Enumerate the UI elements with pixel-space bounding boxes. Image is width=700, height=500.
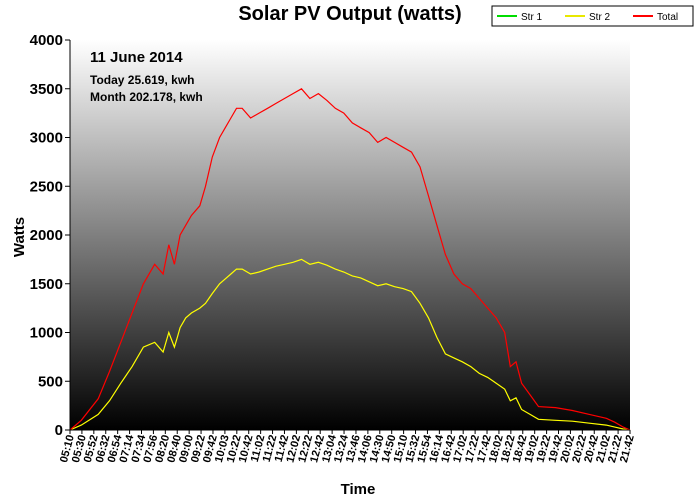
y-tick-label: 500 [38,373,63,390]
y-axis-label: Watts [11,217,28,257]
series-line-total [69,88,631,431]
y-tick-label: 1000 [30,325,63,342]
y-tick-label: 1500 [30,276,63,293]
y-tick-label: 3000 [30,130,63,147]
plot-area [70,40,630,430]
legend-label-str2: Str 2 [589,12,611,23]
chart-title: Solar PV Output (watts) [238,3,461,25]
legend-box [491,5,694,27]
month-energy-annotation: Month 202.178, kwh [90,90,203,104]
y-tick-label: 3500 [30,81,63,98]
y-tick-label: 2000 [30,227,63,244]
series-layer [69,88,631,431]
y-tick-label: 0 [55,422,63,439]
x-axis-label: Time [341,481,376,498]
y-ticks: 0 500 1000 1500 2000 2500 3000 3500 4000 [30,32,70,439]
y-tick-label: 4000 [30,32,63,49]
y-tick-label: 2500 [30,178,63,195]
legend-label-total: Total [657,12,678,23]
today-energy-annotation: Today 25.619, kwh [90,73,195,87]
legend: Str 1 Str 2 Total [491,5,694,27]
legend-label-str1: Str 1 [521,12,543,23]
series-line-str-2 [69,258,631,431]
date-annotation: 11 June 2014 [90,49,183,66]
x-ticks: 05:1005:3005:5206:3206:5407:1407:3407:56… [58,430,637,464]
